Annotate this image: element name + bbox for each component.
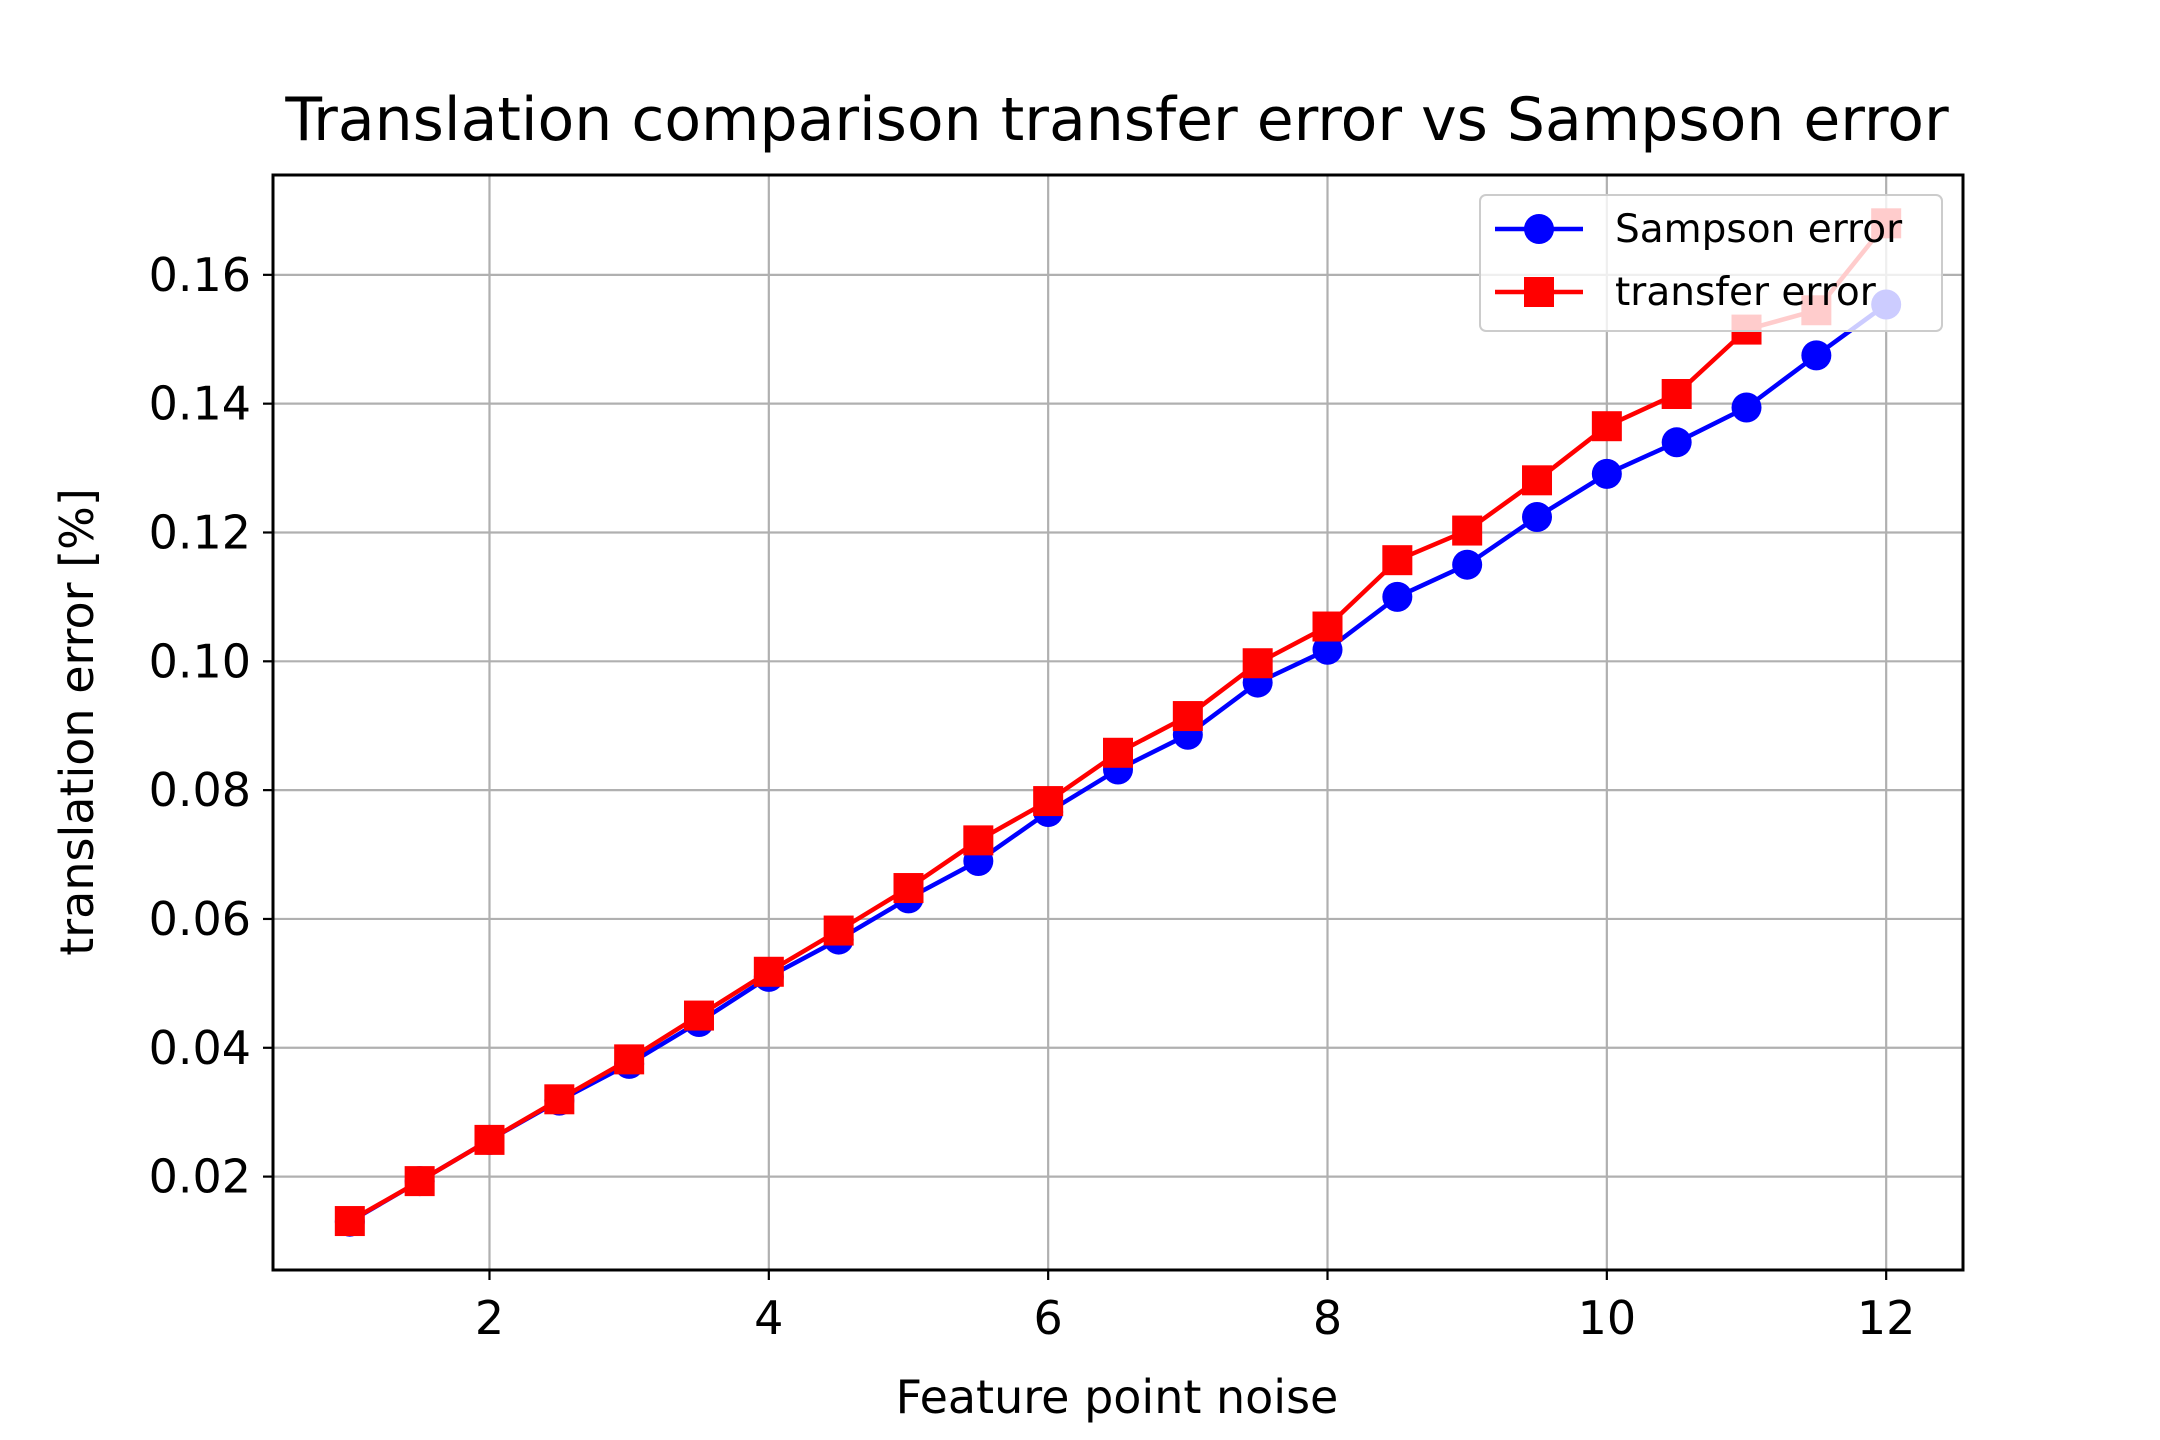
y-tick-label: 0.12 <box>149 505 251 559</box>
data-point <box>893 873 924 904</box>
y-tick-label: 0.04 <box>149 1021 251 1075</box>
x-tick-label: 2 <box>475 1291 504 1345</box>
y-tick-label: 0.02 <box>149 1150 251 1204</box>
x-tick-label: 4 <box>754 1291 783 1345</box>
data-point <box>1312 611 1343 642</box>
data-point <box>1661 427 1692 458</box>
data-point <box>1591 411 1622 442</box>
data-point <box>1172 701 1203 732</box>
series-transfer-error <box>334 208 1902 1237</box>
data-point <box>1033 786 1064 817</box>
data-point <box>1661 379 1692 409</box>
data-point <box>1522 502 1553 533</box>
x-tick-label: 10 <box>1578 1291 1637 1345</box>
data-point <box>823 915 854 946</box>
data-point <box>474 1124 505 1155</box>
data-point <box>1731 392 1762 423</box>
x-tick-label: 6 <box>1034 1291 1063 1345</box>
y-axis-label: translation error [%] <box>50 488 104 956</box>
y-tick-label: 0.10 <box>149 634 251 688</box>
legend-marker <box>1524 214 1554 244</box>
data-point <box>683 1000 714 1031</box>
data-point <box>1382 581 1413 612</box>
y-tick-label: 0.08 <box>149 763 251 817</box>
plot-frame <box>271 173 1965 1272</box>
x-tick-label: 12 <box>1857 1291 1916 1345</box>
legend-item: Sampson error <box>1495 207 1903 252</box>
data-point <box>1312 634 1343 665</box>
data-point <box>404 1166 435 1197</box>
data-point <box>1801 340 1832 371</box>
data-point <box>1103 737 1133 768</box>
axis-ticks: 2 4 6 8 10 12 0.02 0.04 0.06 0.08 0.10 0.12 0.14 0.16 <box>149 248 1916 1345</box>
series-layer <box>334 208 1902 1237</box>
chart-title: Translation comparison transfer error vs… <box>284 85 1949 155</box>
legend-label: Sampson error <box>1615 207 1903 252</box>
data-point <box>544 1084 575 1115</box>
data-point <box>1452 515 1483 546</box>
legend-marker <box>1524 277 1554 307</box>
y-tick-label: 0.14 <box>149 377 251 431</box>
data-point <box>334 1206 365 1237</box>
series-line <box>348 221 1888 1223</box>
data-point <box>1591 458 1622 489</box>
y-tick-label: 0.16 <box>149 248 251 302</box>
grid <box>273 175 1963 1270</box>
legend-item: transfer error <box>1495 270 1877 315</box>
data-point <box>1522 465 1553 496</box>
legend: Sampson error transfer error <box>1479 194 1943 332</box>
y-tick-label: 0.06 <box>149 892 251 946</box>
x-tick-label: 8 <box>1313 1291 1342 1345</box>
legend-box <box>1479 194 1943 332</box>
legend-label: transfer error <box>1615 270 1877 315</box>
x-axis-label: Feature point noise <box>896 1370 1339 1424</box>
data-point <box>1242 648 1273 679</box>
data-point <box>614 1044 645 1075</box>
data-point <box>963 825 994 856</box>
data-point <box>753 956 784 987</box>
data-point <box>1382 545 1413 576</box>
data-point <box>1452 549 1483 580</box>
